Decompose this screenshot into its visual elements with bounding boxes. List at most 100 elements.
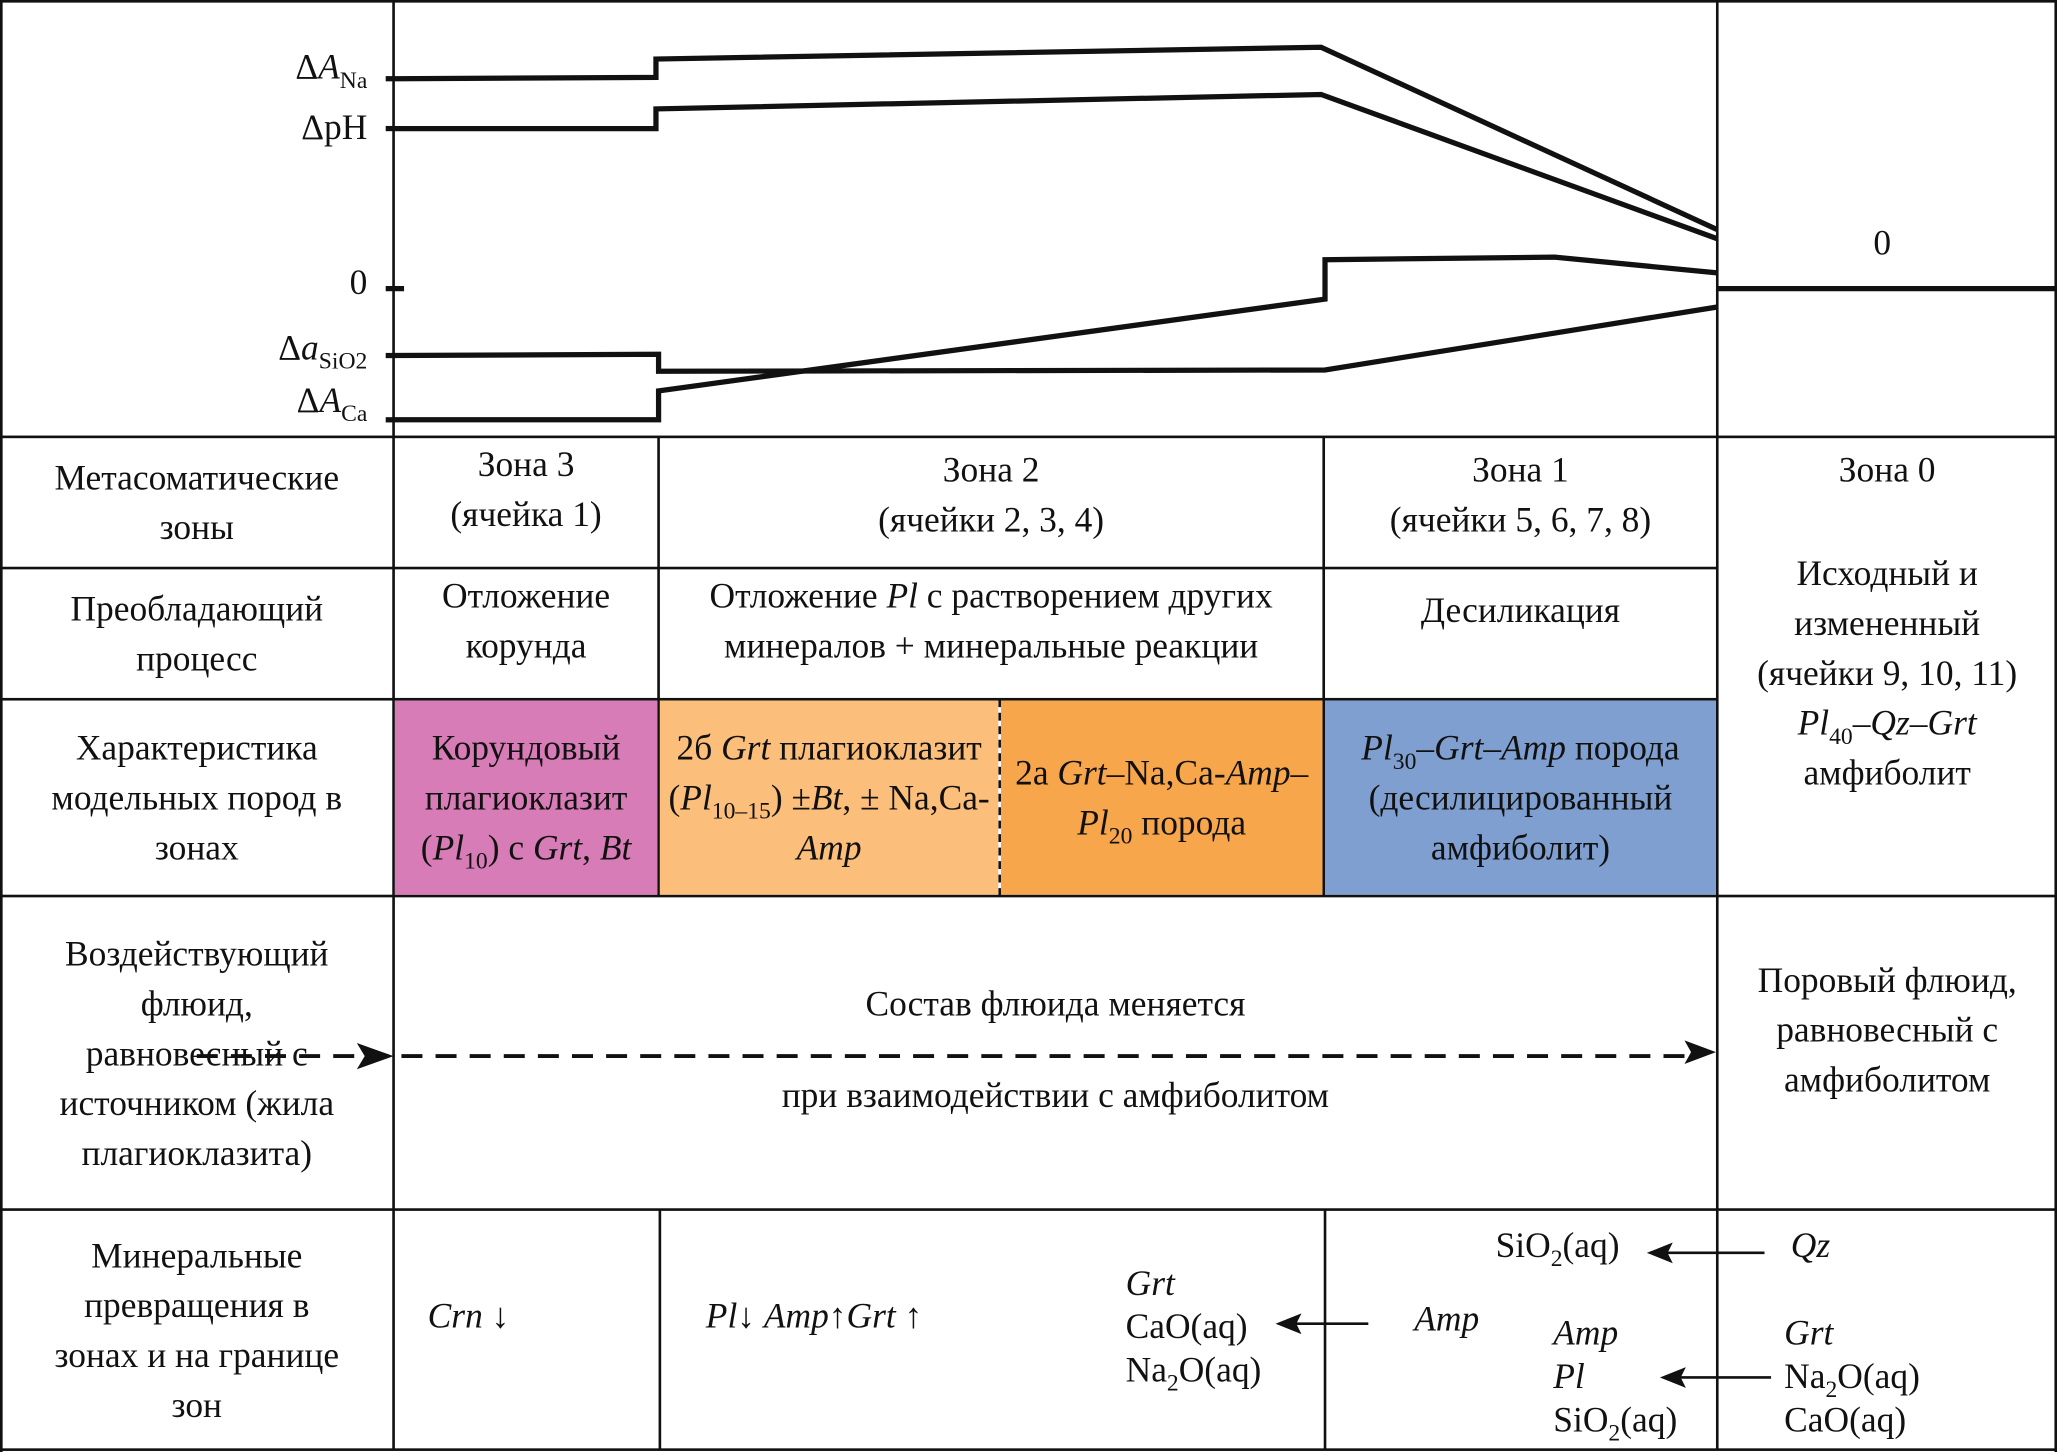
zone-0-description: Исходный и измененный (ячейки 9, 10, 11)… — [1717, 548, 2057, 797]
minerals-sio2-product: SiO2(aq) — [1495, 1225, 1620, 1270]
text-run: Δ — [278, 327, 302, 368]
text-run: Qz — [1870, 703, 1910, 743]
zone0-zero-label: 0 — [1873, 223, 1892, 263]
text-run: – — [1483, 728, 1502, 768]
text-run: a — [301, 327, 319, 368]
text-run: SiO — [318, 347, 356, 374]
text-run: Amp — [763, 1296, 829, 1336]
text-run: 2б — [676, 728, 722, 768]
delta-a-na-line — [393, 44, 1719, 232]
text-run: (aq) — [1620, 1399, 1678, 1440]
text-run: Отложение корунда — [442, 575, 611, 666]
text-run: 2 — [1608, 1419, 1621, 1446]
zone-0-header: Зона 0 — [1838, 449, 1936, 490]
text-runs: Корундовый плагиоклазит (Pl10) с Grt, Bt — [395, 723, 657, 874]
text-run: 20 — [1108, 822, 1133, 849]
process-zone-1: Десиликация — [1324, 584, 1718, 636]
text-runs: 0 — [350, 262, 368, 301]
axis-label-delta-a-na: ΔANa — [0, 47, 367, 92]
delta-a-ca-line — [393, 254, 1718, 423]
minerals-border-21-products: Grt CaO(aq) Na2O(aq) — [1125, 1262, 1262, 1394]
text-run: Pl — [886, 575, 918, 616]
zone-cells: (ячейки 2, 3, 4) — [878, 499, 1105, 540]
text-run: ↑ — [895, 1296, 923, 1336]
text-run: SiO — [1553, 1399, 1609, 1440]
text-run: Crn — [427, 1296, 483, 1336]
text-run: ↓ — [737, 1296, 764, 1336]
row-header-zones: Метасоматические зоны — [54, 457, 340, 548]
zone-1-header: Зона 1 (ячейки 5, 6, 7, 8) — [1324, 442, 1718, 547]
text-run: CaO(aq) Na — [1125, 1306, 1248, 1390]
text-run: ↓ — [482, 1296, 510, 1336]
rock-zone-2b: 2б Grt плагиоклазит (Pl10–15) ±Bt, ± Na,… — [659, 700, 999, 895]
fluid-interaction-text: при взаимодействии с амфиболитом — [781, 1075, 1330, 1116]
text-run: Pl — [705, 1296, 738, 1336]
text-run: Pl — [1797, 703, 1830, 743]
text-run: ) ± — [770, 777, 811, 818]
fluid-flow-arrow — [196, 1040, 1716, 1070]
text-run: 2 — [1166, 1369, 1179, 1396]
axis-label-delta-ph: ΔpH — [0, 108, 367, 149]
text-run: Десиликация — [1420, 590, 1621, 630]
rock-zone-2a: 2а Grt–Na,Ca-Amp– Pl20 порода — [1000, 700, 1323, 895]
delta-a-sio2-line — [393, 304, 1718, 374]
row-header-fluid: Воздействующий флюид, равновесный с исто… — [59, 933, 335, 1173]
text-run: Grt — [1125, 1263, 1175, 1303]
text-run: Pl — [1553, 1356, 1585, 1396]
text-run: Pl — [1077, 802, 1109, 843]
text-run: Δ — [295, 47, 319, 87]
minerals-zone-2: Pl↓ Amp↑Grt ↑ — [706, 1296, 922, 1337]
text-runs: Amp — [1414, 1299, 1479, 1338]
text-run: Na — [1784, 1356, 1826, 1396]
text-runs: Исходный и измененный (ячейки 9, 10, 11)… — [1736, 548, 2039, 797]
text-run: (aq) — [1562, 1225, 1620, 1265]
text-run: ↑ — [828, 1296, 847, 1336]
text-run: с растворением других минералов + минера… — [724, 575, 1273, 666]
delta-ph-line — [393, 91, 1719, 242]
text-run: Amp — [1225, 753, 1291, 793]
text-run: Grt — [721, 728, 771, 768]
text-run: порода (десилицированный амфиболит) — [1368, 728, 1680, 868]
text-runs: Десиликация — [1421, 585, 1620, 635]
text-run: A — [319, 380, 342, 420]
text-run: Amp — [796, 827, 862, 868]
axis-label-delta-a-sio2: ΔaSiO2 — [0, 327, 367, 373]
text-runs: Pl↓ Amp↑Grt ↑ — [706, 1296, 922, 1335]
text-run: Pl — [680, 777, 712, 818]
text-runs: ΔpH — [301, 108, 367, 147]
text-run: –Na,Ca- — [1106, 753, 1226, 793]
minerals-zone-3: Crn ↓ — [428, 1296, 510, 1337]
text-run: SiO — [1495, 1225, 1551, 1265]
text-run: Qz — [1790, 1225, 1831, 1265]
text-runs: Crn ↓ — [428, 1296, 510, 1335]
zone-name: Зона 2 — [942, 449, 1040, 490]
text-run: – — [1909, 703, 1928, 743]
text-run: порода — [1132, 802, 1247, 843]
text-run: 40 — [1829, 722, 1853, 750]
rock-zone-3: Корундовый плагиоклазит (Pl10) с Grt, Bt — [394, 700, 658, 895]
text-run: Amp — [1501, 728, 1566, 768]
text-run: Bt — [599, 827, 632, 868]
minerals-zone-1-source: Amp — [1414, 1299, 1479, 1340]
text-run: 2 — [1550, 1244, 1563, 1272]
text-run: , ± Na,Ca- — [842, 777, 990, 818]
text-runs: Amp Pl SiO2(aq) — [1553, 1313, 1678, 1444]
text-runs: Grt Na2O(aq) CaO(aq) — [1784, 1313, 1920, 1439]
fluid-change-text: Состав флюида меняется — [865, 983, 1246, 1024]
text-run: O(aq) — [1178, 1349, 1262, 1390]
text-runs: Grt CaO(aq) Na2O(aq) — [1125, 1263, 1262, 1394]
zone-name: Зона 3 — [477, 444, 575, 485]
text-run: Pl — [1361, 728, 1393, 768]
rock-zone-1: Pl30–Grt–Amp порода (десилицированный ам… — [1325, 700, 1716, 895]
minerals-zone-1-products: Amp Pl SiO2(aq) — [1553, 1312, 1678, 1444]
text-run: – — [1290, 753, 1309, 793]
text-run: Исходный и измененный (ячейки 9, 10, 11) — [1757, 553, 2018, 693]
zone-name: Зона 1 — [1472, 449, 1569, 490]
text-run: – — [1416, 728, 1435, 768]
text-run: плагиоклазит ( — [668, 728, 982, 818]
text-run: 10 — [464, 847, 488, 874]
text-run: Grt — [1784, 1313, 1834, 1353]
text-run: Grt — [1434, 728, 1484, 768]
row-header-minerals: Минеральные превращения в зонах и на гра… — [54, 1235, 340, 1425]
